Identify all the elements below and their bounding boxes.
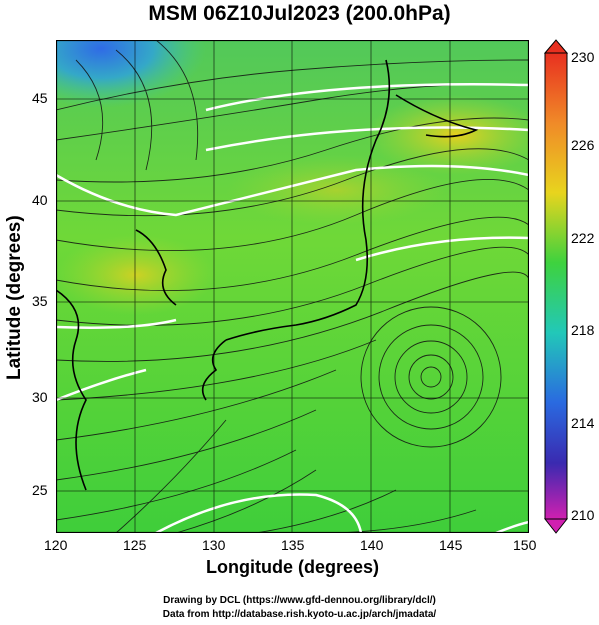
plot-frame xyxy=(56,40,529,533)
cbar-tick-210: 210 xyxy=(571,507,595,523)
y-tick-45: 45 xyxy=(32,90,48,106)
contour-lines xyxy=(56,83,529,533)
x-tick-135: 135 xyxy=(281,537,305,553)
x-tick-140: 140 xyxy=(360,537,384,553)
y-tick-25: 25 xyxy=(32,482,48,498)
map-title: MSM 06Z10Jul2023 (200.0hPa) xyxy=(148,2,451,25)
colorbar-gradient xyxy=(544,52,568,520)
warm-region-west xyxy=(56,235,216,315)
cbar-tick-218: 218 xyxy=(571,322,595,338)
x-tick-120: 120 xyxy=(44,537,68,553)
y-tick-30: 30 xyxy=(32,389,48,405)
cbar-tick-214: 214 xyxy=(571,415,595,431)
x-tick-150: 150 xyxy=(513,537,537,553)
x-axis-label: Longitude (degrees) xyxy=(205,557,379,577)
colorbar xyxy=(544,39,568,534)
footer-credit-drawing: Drawing by DCL (https://www.gfd-dennou.o… xyxy=(163,595,436,606)
x-tick-145: 145 xyxy=(439,537,463,553)
map-grid xyxy=(56,40,529,533)
map-plot-area xyxy=(56,40,529,533)
colorbar-bottom-arrow xyxy=(544,518,568,534)
y-axis-label: Latitude (degrees) xyxy=(4,215,25,380)
y-tick-40: 40 xyxy=(32,192,48,208)
warm-region-northeast xyxy=(366,95,529,175)
coastlines xyxy=(56,59,479,491)
x-tick-130: 130 xyxy=(202,537,226,553)
cbar-tick-222: 222 xyxy=(571,230,595,246)
warm-region-central xyxy=(226,155,446,225)
y-tick-35: 35 xyxy=(32,293,48,309)
x-tick-125: 125 xyxy=(123,537,147,553)
footer-credit-data: Data from http://database.rish.kyoto-u.a… xyxy=(162,609,437,620)
colorbar-top-arrow xyxy=(544,39,568,54)
cbar-tick-230: 230 xyxy=(571,49,595,65)
cbar-tick-226: 226 xyxy=(571,137,595,153)
